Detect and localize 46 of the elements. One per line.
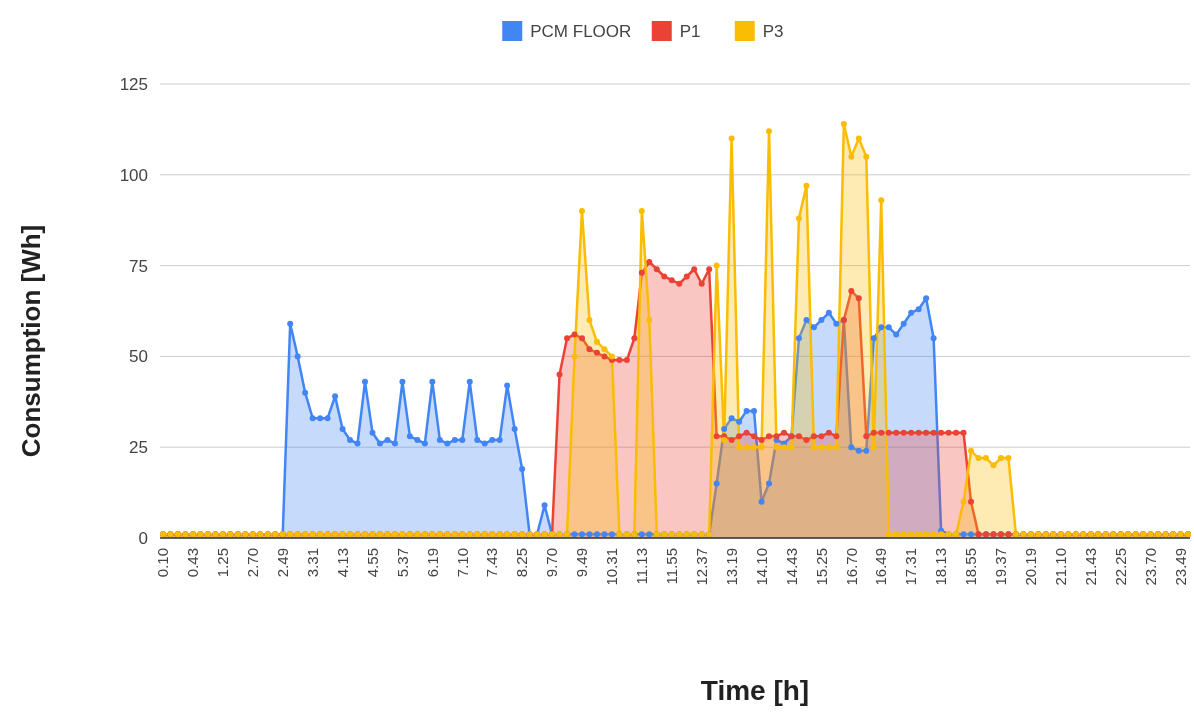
x-tick-label: 23.49 xyxy=(1171,548,1189,586)
x-tick-label: 1.25 xyxy=(214,548,232,578)
x-tick-label: 2.70 xyxy=(244,548,262,578)
x-tick-label: 22.25 xyxy=(1111,548,1129,586)
x-tick-label: 21.10 xyxy=(1052,548,1070,586)
x-tick-label: 14.10 xyxy=(752,548,770,586)
x-tick-label: 4.55 xyxy=(363,548,381,578)
y-tick-label: 125 xyxy=(119,74,148,94)
x-tick-label: 5.37 xyxy=(393,548,411,578)
legend-label: PCM FLOOR xyxy=(530,21,632,41)
x-tick-label: 18.13 xyxy=(932,548,950,586)
x-tick-label: 12.37 xyxy=(692,548,710,586)
x-tick-label: 16.49 xyxy=(872,548,890,586)
x-tick-label: 19.37 xyxy=(992,548,1010,586)
x-tick-label: 8.25 xyxy=(513,548,531,578)
x-tick-label: 3.31 xyxy=(303,548,321,578)
y-tick-label: 75 xyxy=(129,256,148,276)
x-tick-label: 10.31 xyxy=(603,548,621,586)
x-tick-label: 7.10 xyxy=(453,548,471,578)
x-tick-label: 11.13 xyxy=(633,548,651,585)
x-tick-label: 21.43 xyxy=(1081,548,1099,586)
x-tick-label: 23.70 xyxy=(1141,548,1159,586)
x-axis-title: Time [h] xyxy=(700,675,810,706)
x-tick-label: 17.31 xyxy=(902,548,920,586)
x-tick-label: 13.19 xyxy=(722,548,740,586)
x-tick-label: 9.49 xyxy=(573,548,591,578)
x-tick-label: 0.43 xyxy=(184,548,202,578)
x-tick-label: 7.43 xyxy=(483,548,501,578)
y-tick-label: 25 xyxy=(129,438,148,458)
y-axis-title: Consumption [Wh] xyxy=(16,224,46,458)
y-tick-label: 50 xyxy=(129,347,148,367)
x-tick-label: 11.55 xyxy=(663,548,681,585)
y-tick-label: 0 xyxy=(138,528,148,548)
legend-label: P3 xyxy=(762,21,784,41)
x-tick-label: 4.13 xyxy=(333,548,351,578)
x-tick-label: 9.70 xyxy=(543,548,561,578)
x-tick-label: 16.70 xyxy=(842,548,860,586)
y-tick-label: 100 xyxy=(119,165,148,185)
legend-label: P1 xyxy=(679,21,701,41)
x-tick-label: 2.49 xyxy=(273,548,291,578)
x-tick-label: 18.55 xyxy=(962,548,980,586)
x-tick-label: 6.19 xyxy=(423,548,441,578)
x-tick-label: 15.25 xyxy=(812,548,830,586)
x-tick-label: 14.43 xyxy=(782,548,800,586)
x-tick-label: 20.19 xyxy=(1022,548,1040,586)
x-tick-label: 0.10 xyxy=(154,548,172,578)
